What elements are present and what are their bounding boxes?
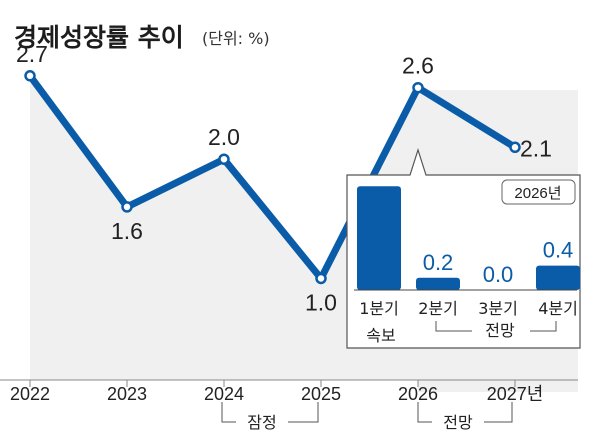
line-points (24, 70, 521, 285)
line-segment-2026-2027 (414, 84, 519, 151)
forecast-label: 전망 (443, 413, 473, 432)
unit-label: (단위: %) (202, 29, 270, 48)
value-label-2025: 1.0 (305, 289, 337, 315)
line-value-labels: 2.7 1.6 2.0 1.0 2.6 2.1 (16, 41, 552, 316)
chart-title: 경제성장률 추이 (14, 23, 184, 52)
inset-note-forecast: 전망 (485, 321, 515, 340)
x-tick-label-2025: 2025 (301, 384, 341, 404)
bar-value-q3: 0.0 (483, 262, 514, 287)
inset-forecast-bracket (435, 321, 557, 332)
bar-q2 (416, 277, 460, 290)
x-axis: 2022 2023 2024 2025 2026 2027년 (0, 379, 578, 404)
bar-q1 (357, 186, 401, 290)
inset-year-badge-text: 2026년 (514, 185, 561, 202)
x-tick-label-2023: 2023 (107, 384, 147, 404)
point-2023 (121, 201, 133, 213)
line-segment-2022-2023 (26, 72, 131, 211)
quarterly-inset: 2026년 1.7 0.2 0.0 0.4 1분기 2분기 3분기 4분기 속보 전망 (346, 148, 581, 349)
value-label-2026: 2.6 (402, 53, 434, 79)
point-2024 (218, 153, 230, 165)
bar-category-q4: 4분기 (538, 299, 578, 318)
x-tick-label-2027: 2027년 (487, 384, 544, 404)
inset-year-badge (501, 179, 576, 205)
line-segment-2024-2025 (220, 155, 325, 282)
point-2027 (509, 141, 521, 154)
bar-category-q1: 1분기 (359, 299, 399, 318)
point-2026 (412, 81, 424, 94)
forecast-bracket: 전망 (417, 402, 513, 432)
bar-category-q2: 2분기 (418, 299, 458, 318)
bar-value-q4: 0.4 (543, 238, 574, 263)
bar-category-q3: 3분기 (478, 299, 518, 318)
x-tick-label-2022: 2022 (10, 384, 50, 404)
prelim-bracket: 잠정 (221, 402, 319, 432)
bar-value-q1: 1.7 (364, 196, 395, 221)
inset-category-labels: 1분기 2분기 3분기 4분기 (359, 299, 578, 318)
point-2025 (315, 272, 327, 285)
x-tick-label-2024: 2024 (204, 384, 244, 404)
value-label-2024: 2.0 (208, 124, 240, 150)
bar-value-q2: 0.2 (423, 250, 454, 275)
bar-q4 (536, 265, 580, 290)
point-2022 (24, 70, 36, 82)
value-label-2027: 2.1 (520, 135, 552, 161)
value-label-2023: 1.6 (111, 218, 143, 244)
inset-bars: 1.7 0.2 0.0 0.4 (357, 186, 580, 290)
x-tick-label-2026: 2026 (398, 384, 438, 404)
value-label-2022: 2.7 (16, 41, 48, 67)
inset-note-flash: 속보 (366, 326, 395, 345)
prelim-label: 잠정 (247, 413, 276, 432)
line-segment-2023-2024 (123, 155, 228, 211)
